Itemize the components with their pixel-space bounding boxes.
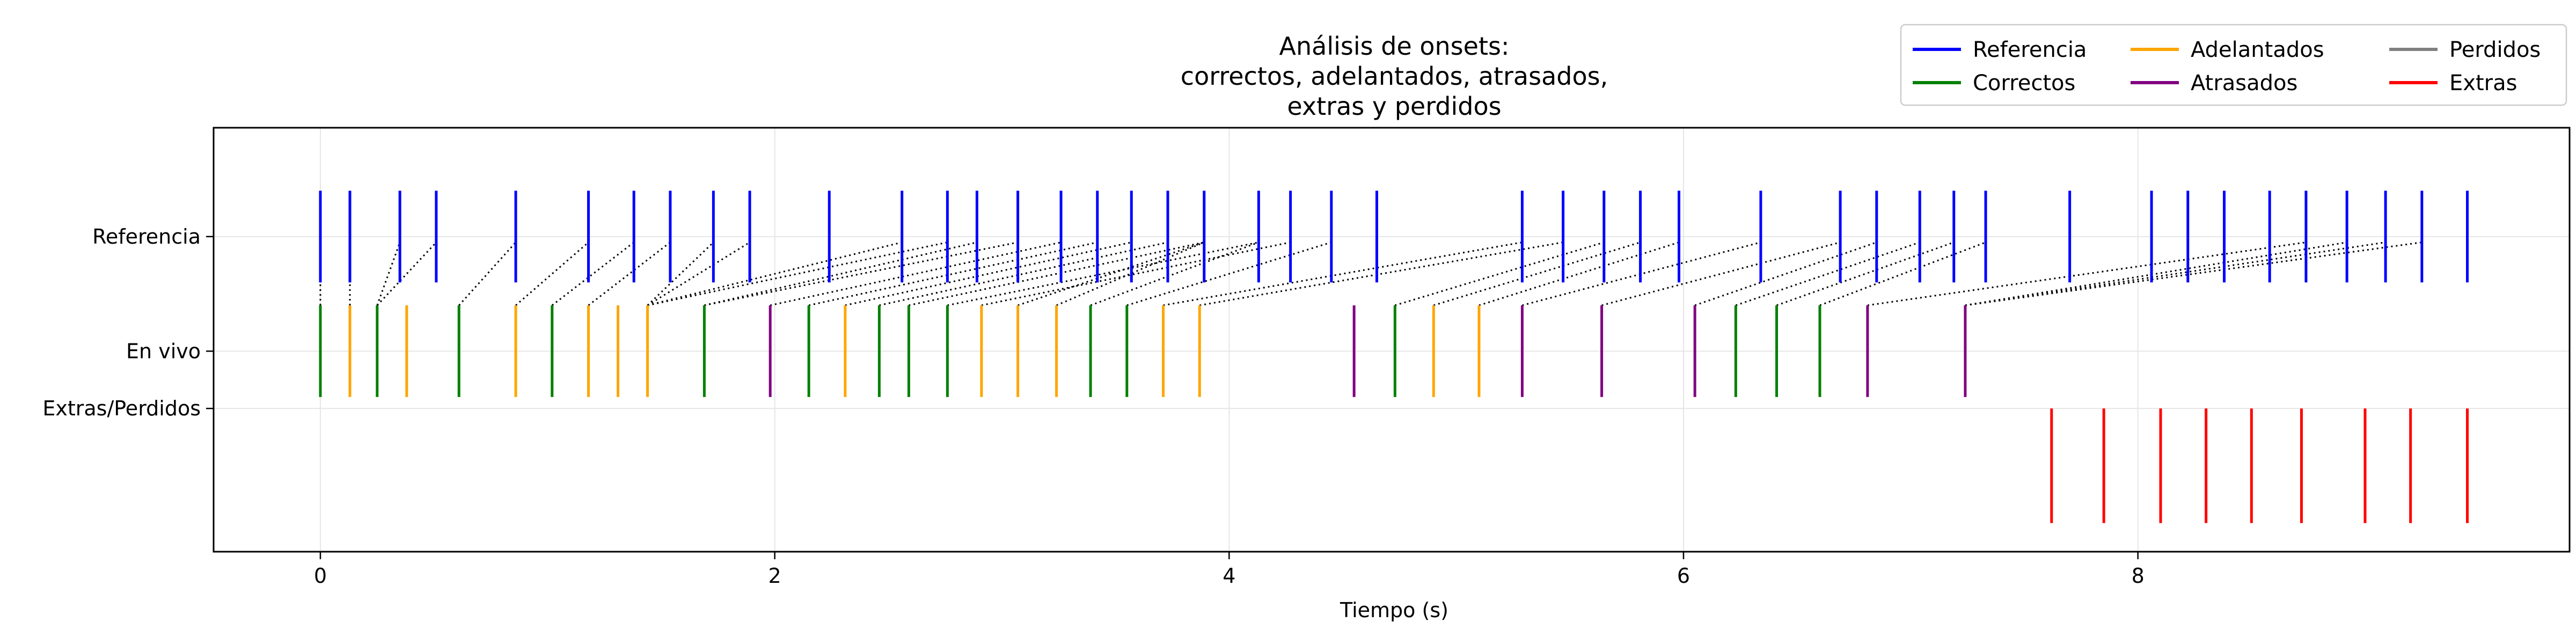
match-line	[1090, 241, 1259, 306]
x-tick-label: 4	[1223, 564, 1235, 588]
legend-label: Extras	[2449, 71, 2517, 96]
plot-area: 0 2 4 6 8 Referencia En vivo Extras/Perdidos T…	[42, 127, 2571, 622]
chart-title: Análisis de onsets: correctos, adelantad…	[1181, 32, 1608, 121]
plot-frame	[213, 127, 2571, 553]
match-line	[1199, 241, 1563, 306]
legend-label: Atrasados	[2191, 71, 2297, 96]
legend-label: Perdidos	[2449, 38, 2541, 62]
match-line	[515, 241, 589, 306]
y-tick-label: En vivo	[126, 339, 201, 363]
x-axis: 0 2 4 6 8	[314, 552, 2145, 588]
x-tick-label: 6	[1677, 564, 1690, 588]
x-tick-label: 2	[769, 564, 781, 588]
chart-title-line-1: Análisis de onsets:	[1279, 32, 1510, 61]
match-line	[704, 241, 1018, 306]
match-line	[879, 241, 1168, 306]
match-line	[808, 241, 1098, 306]
match-lines	[319, 241, 2423, 306]
match-line	[845, 241, 1132, 306]
legend: Referencia Correctos Adelantados Atrasados P…	[1900, 24, 2567, 106]
x-tick-label: 0	[314, 564, 327, 588]
x-axis-label: Tiempo (s)	[1340, 598, 1448, 622]
match-line	[1867, 241, 2307, 306]
match-line	[1965, 241, 2347, 306]
match-line	[704, 241, 977, 306]
event-marks	[319, 191, 2469, 523]
match-line	[1479, 241, 1679, 306]
match-line	[909, 241, 1205, 306]
legend-label: Correctos	[1973, 71, 2075, 96]
y-tick-label: Extras/Perdidos	[42, 397, 201, 420]
match-line	[1126, 241, 1332, 306]
match-line	[770, 241, 1062, 306]
legend-label: Referencia	[1973, 38, 2087, 62]
match-line	[1819, 241, 1986, 306]
legend-label: Adelantados	[2191, 38, 2324, 62]
match-line	[1694, 241, 1877, 306]
x-tick-label: 8	[2132, 564, 2145, 588]
chart-title-line-2: correctos, adelantados, atrasados,	[1181, 62, 1608, 91]
match-line	[1965, 241, 2386, 306]
match-line	[647, 241, 750, 306]
match-line	[1735, 241, 1920, 306]
match-line	[647, 241, 903, 306]
match-line	[376, 242, 401, 306]
legend-box	[1900, 24, 2567, 106]
match-line	[647, 241, 714, 306]
y-axis: Referencia En vivo Extras/Perdidos	[42, 225, 214, 420]
chart-title-line-3: extras y perdidos	[1287, 92, 1501, 121]
match-line	[1433, 241, 1641, 306]
y-tick-label: Referencia	[92, 225, 201, 248]
